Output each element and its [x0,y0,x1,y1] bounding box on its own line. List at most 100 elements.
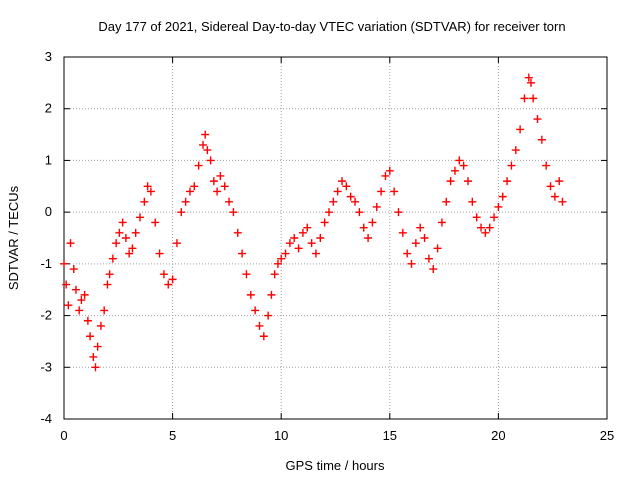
data-point [290,234,299,242]
data-point [463,177,472,186]
data-point [181,197,190,206]
data-point [77,296,86,305]
data-point [164,280,173,289]
data-point [216,171,225,180]
data-point [407,259,416,268]
data-point [459,161,468,170]
data-point [424,254,433,263]
data-point [416,223,425,232]
data-point [481,228,490,237]
y-tick-label: -3 [40,359,52,374]
data-point [381,171,390,180]
data-point [355,208,364,217]
data-point [446,177,455,186]
data-point [233,228,242,237]
data-point [91,363,100,372]
data-point [172,239,181,248]
data-point [542,161,551,170]
data-point [259,332,268,341]
data-point [220,182,229,191]
data-point [298,228,307,237]
data-point [429,265,438,274]
data-point [346,192,355,201]
data-point [351,197,360,206]
data-point [411,239,420,248]
data-point [533,115,542,124]
data-point [394,208,403,217]
x-tick-label: 20 [491,428,505,443]
data-point [294,244,303,253]
data-point [385,166,394,175]
x-axis: 0 5 10 15 20 25 [60,57,614,443]
data-point [96,321,105,330]
data-point [242,270,251,279]
data-point [229,208,238,217]
grid [64,57,607,419]
data-point [498,192,507,201]
data-point [281,249,290,258]
data-point [118,218,127,227]
y-tick-label: -4 [40,411,52,426]
data-point [377,187,386,196]
x-tick-label: 5 [169,428,176,443]
data-point [307,239,316,248]
data-point [255,321,264,330]
data-point [270,270,279,279]
data-point [62,280,71,289]
data-point [372,202,381,211]
data-point [146,187,155,196]
data-point [64,301,73,310]
data-point [324,208,333,217]
data-point [209,177,218,186]
data-point [277,254,286,263]
y-axis-label: SDTVAR / TECUs [6,185,21,290]
data-point [529,94,538,103]
data-point [159,270,168,279]
data-point [333,187,342,196]
data-point [537,135,546,144]
x-tick-label: 25 [600,428,614,443]
data-point [115,228,124,237]
data-point [201,130,210,139]
y-tick-label: -1 [40,256,52,271]
data-point [303,223,312,232]
y-tick-label: -2 [40,308,52,323]
y-tick-label: 0 [45,204,52,219]
data-point [83,316,92,325]
data-point [125,249,134,258]
data-point [450,166,459,175]
data-point [420,234,429,242]
data-point [86,332,95,341]
chart-title: Day 177 of 2021, Sidereal Day-to-day VTE… [98,19,565,34]
data-point [320,218,329,227]
data-point [511,146,520,155]
y-tick-label: 1 [45,152,52,167]
data-point [143,182,152,191]
data-point [238,249,247,258]
data-point [516,125,525,134]
data-point [398,228,407,237]
data-point [140,197,149,206]
x-tick-label: 15 [383,428,397,443]
data-point [273,259,282,268]
data-point [338,177,347,186]
data-point [225,197,234,206]
data-point [190,182,199,191]
data-point [121,234,130,242]
data-point [520,94,529,103]
data-point [368,218,377,227]
data-point [103,280,112,289]
data-point [437,218,446,227]
data-point [364,234,373,242]
data-point [251,306,260,315]
data-point [546,182,555,191]
data-point [316,234,325,242]
y-tick-label: 3 [45,49,52,64]
data-point [485,223,494,232]
data-point [213,187,222,196]
data-point [285,239,294,248]
data-point [71,285,80,294]
data-point [455,156,464,165]
y-axis: -4 -3 -2 -1 0 1 2 3 [40,49,607,426]
